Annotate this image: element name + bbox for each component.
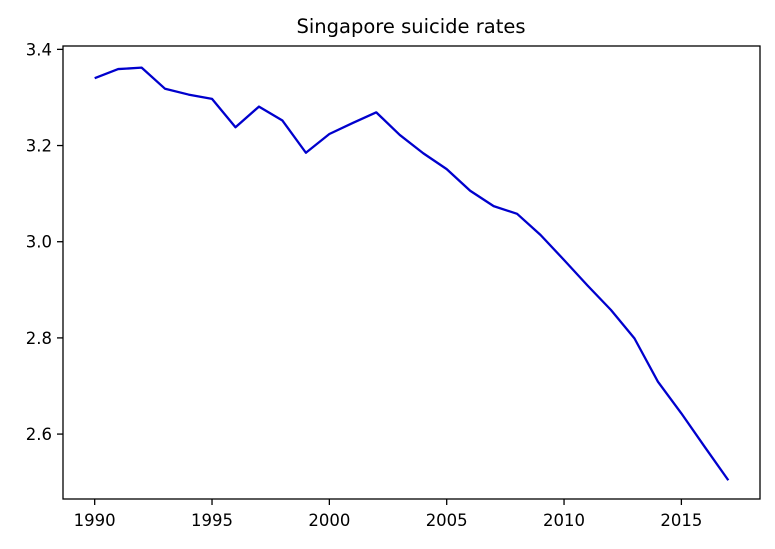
x-tick-label: 2000 [308,511,350,530]
plot-area [94,66,730,481]
axes-frame [62,45,761,500]
x-tick-label: 1990 [74,511,116,530]
y-axis: 2.6 2.8 3.0 3.2 3.4 [26,40,63,444]
y-tick-label: 3.2 [26,137,52,156]
series-line-0 [94,66,730,481]
x-tick-label: 1995 [191,511,233,530]
y-tick-label: 2.6 [26,425,52,444]
chart-title: Singapore suicide rates [297,15,526,38]
x-tick-label: 2010 [543,511,585,530]
y-tick-label: 3.0 [26,233,52,252]
y-tick-label: 2.8 [26,329,52,348]
x-tick-label: 2005 [426,511,468,530]
x-tick-label: 2015 [660,511,702,530]
y-tick-label: 3.4 [26,40,52,59]
x-axis: 1990 1995 2000 2005 2010 2015 [74,499,702,530]
